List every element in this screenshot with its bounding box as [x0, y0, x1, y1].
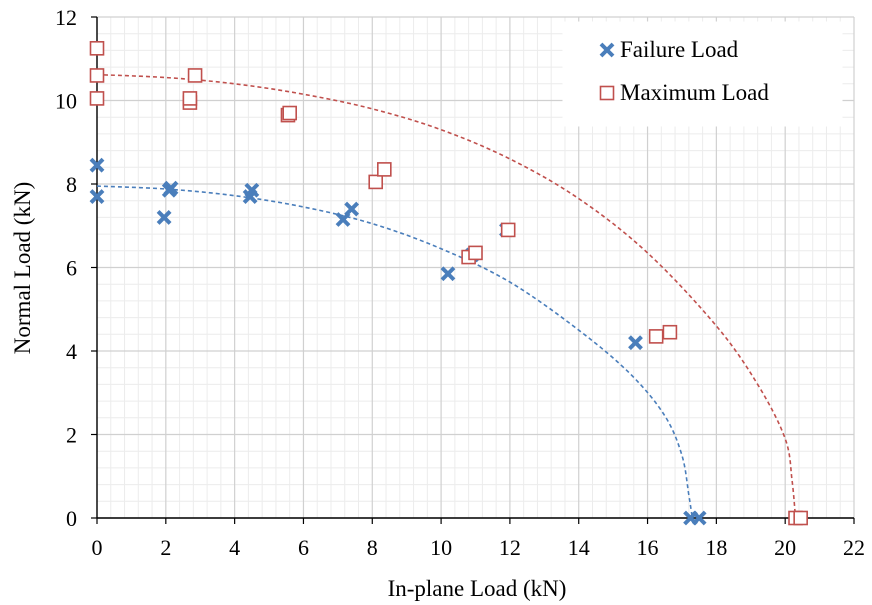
maximum-load-point	[500, 222, 516, 238]
maximum-load-point	[648, 329, 664, 344]
y-tick-label: 0	[66, 506, 77, 531]
x-tick-label: 18	[705, 535, 727, 560]
x-tick-label: 4	[229, 535, 240, 560]
failure-load-point	[163, 180, 179, 196]
x-marker-stroke	[89, 157, 105, 173]
x-axis-title: In-plane Load (kN)	[388, 576, 567, 601]
legend: Failure Load Maximum Load	[562, 21, 843, 127]
maximum-load-point	[187, 68, 203, 83]
x-marker-stroke	[244, 182, 260, 198]
x-tick-label: 2	[160, 535, 171, 560]
y-tick-labels: 0 2 4 6 8 10 12	[55, 5, 77, 531]
failure-load-point	[440, 266, 456, 282]
maximum-load-point	[368, 174, 384, 190]
failure-load-point	[89, 157, 105, 173]
x-marker-stroke	[89, 189, 105, 204]
x-marker-stroke	[163, 180, 179, 196]
y-tick-label: 8	[66, 172, 77, 197]
x-marker-stroke	[628, 335, 643, 351]
legend-label-failure-load: Failure Load	[620, 37, 739, 62]
maximum-load-point	[89, 91, 105, 106]
failure-load-point	[628, 335, 643, 351]
legend-label-maximum-load: Maximum Load	[620, 80, 769, 105]
maximum-load-point	[282, 105, 297, 121]
failure-load-point	[691, 510, 707, 526]
legend-marker-maximum-load	[599, 85, 615, 101]
maximum-load-point	[182, 91, 198, 106]
x-tick-label: 20	[774, 535, 796, 560]
maximum-load-point	[793, 510, 808, 526]
failure-load-point	[344, 201, 360, 217]
x-tick-label: 6	[298, 535, 309, 560]
trendlines	[96, 73, 797, 519]
x-tick-label: 8	[367, 535, 378, 560]
x-tick-label: 16	[637, 535, 659, 560]
failure-load-point	[89, 189, 105, 204]
failure-load-trendline	[96, 185, 694, 519]
maximum-load-point	[89, 68, 105, 83]
maximum-load-point	[89, 41, 105, 56]
x-marker-stroke	[156, 209, 172, 225]
y-tick-label: 4	[66, 339, 77, 364]
maximum-load-trendline	[96, 73, 797, 519]
failure-load-point	[244, 182, 260, 198]
legend-box	[562, 21, 843, 127]
data-markers	[89, 41, 808, 526]
maximum-load-point	[468, 245, 483, 261]
x-tick-label: 0	[92, 535, 103, 560]
legend-square-marker	[599, 85, 615, 101]
legend-x-marker	[599, 42, 615, 58]
maximum-load-point	[662, 324, 678, 340]
legend-marker-failure-load	[599, 42, 615, 58]
y-tick-label: 12	[55, 5, 77, 30]
y-axis-title: Normal Load (kN)	[10, 182, 35, 354]
x-marker-stroke	[344, 201, 360, 217]
x-tick-label: 10	[430, 535, 452, 560]
x-marker-stroke	[599, 42, 615, 58]
x-tick-label: 22	[843, 535, 865, 560]
x-marker-stroke	[691, 510, 707, 526]
maximum-load-point	[377, 162, 392, 177]
y-tick-label: 6	[66, 256, 77, 281]
failure-load-point	[156, 209, 172, 225]
x-tick-labels: 0 2 4 6 8 10 12 14 16 18 20 22	[92, 535, 866, 560]
y-tick-label: 10	[55, 89, 77, 114]
x-tick-label: 12	[499, 535, 521, 560]
x-marker-stroke	[440, 266, 456, 282]
x-tick-label: 14	[568, 535, 590, 560]
y-tick-label: 2	[66, 423, 77, 448]
